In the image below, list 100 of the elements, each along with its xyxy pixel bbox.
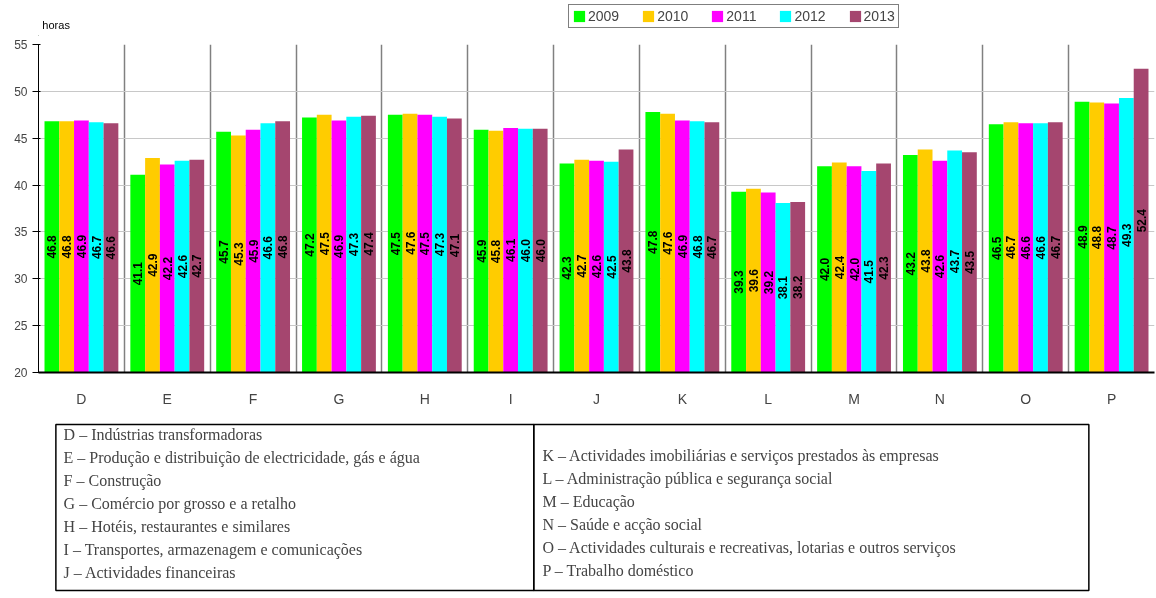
data-label: 42.9 bbox=[146, 253, 160, 277]
data-label: 47.4 bbox=[361, 232, 376, 256]
data-label: 46.9 bbox=[74, 234, 89, 259]
y-axis-title: horas bbox=[42, 18, 71, 31]
data-label: 49.3 bbox=[1119, 223, 1134, 247]
text: E – Produção e distribuição de electricidade, gás e água bbox=[63, 449, 420, 467]
text: I – Transportes, armazenagem e comunicações bbox=[63, 541, 363, 559]
text: M – Educação bbox=[542, 493, 635, 511]
data-label: 42.6 bbox=[590, 254, 604, 279]
data-label: 46.9 bbox=[332, 234, 347, 259]
data-label: 42.3 bbox=[877, 256, 892, 280]
data-label: 46.8 bbox=[690, 234, 705, 259]
data-label: 46.7 bbox=[1004, 235, 1019, 260]
data-label: 42.6 bbox=[933, 254, 948, 279]
x-tick-label: E bbox=[162, 390, 172, 407]
y-tick-label: 55 bbox=[14, 38, 28, 52]
data-label: 38.2 bbox=[791, 275, 806, 299]
data-label: 43.7 bbox=[948, 249, 963, 274]
y-tick-label: 50 bbox=[14, 84, 28, 99]
data-label: 46.6 bbox=[261, 235, 276, 260]
x-tick-label: N bbox=[934, 390, 945, 407]
x-tick-label: J bbox=[593, 390, 600, 407]
data-label: 46.6 bbox=[104, 235, 119, 260]
text: H – Hotéis, restaurantes e similares bbox=[63, 518, 291, 535]
text: G – Comércio por grosso e a retalho bbox=[63, 495, 296, 513]
data-label: 47.6 bbox=[403, 231, 418, 255]
data-label: 43.8 bbox=[619, 248, 634, 273]
data-label: 41.1 bbox=[131, 261, 146, 286]
x-tick-label: L bbox=[764, 390, 773, 407]
data-label: 45.3 bbox=[231, 241, 246, 266]
x-tick-label: M bbox=[848, 390, 860, 407]
data-label: 46.0 bbox=[533, 238, 548, 263]
x-tick-label: P bbox=[1106, 390, 1117, 407]
data-label: 46.5 bbox=[989, 236, 1004, 261]
legend-label: 2009 bbox=[588, 8, 620, 24]
data-label: 42.4 bbox=[832, 255, 847, 280]
legend-label: 2013 bbox=[863, 8, 895, 24]
data-label: 47.3 bbox=[433, 232, 448, 257]
x-tick-label: H bbox=[419, 390, 430, 407]
data-label: 47.5 bbox=[388, 231, 403, 256]
data-label: 46.8 bbox=[45, 234, 60, 259]
data-label: 43.8 bbox=[918, 248, 933, 273]
text: N – Saúde e acção social bbox=[542, 516, 703, 534]
legend-label: 2010 bbox=[657, 8, 689, 24]
data-label: 46.8 bbox=[60, 234, 75, 259]
y-tick-label: 25 bbox=[14, 319, 28, 334]
data-label: 38.1 bbox=[776, 275, 791, 300]
data-label: 42.2 bbox=[160, 256, 175, 281]
data-label: 48.7 bbox=[1105, 226, 1120, 250]
data-label: 42.7 bbox=[190, 254, 205, 278]
data-label: 46.6 bbox=[1019, 235, 1034, 260]
text: O – Actividades culturais e recreativas, lotarias e outros serviços bbox=[542, 539, 956, 557]
data-label: 45.7 bbox=[217, 240, 232, 264]
data-label: 47.3 bbox=[347, 232, 362, 257]
legend-label: 2012 bbox=[794, 8, 826, 24]
data-label: 47.2 bbox=[302, 233, 317, 257]
x-tick-label: F bbox=[248, 390, 258, 407]
data-label: 42.5 bbox=[604, 255, 619, 279]
data-label: 41.5 bbox=[862, 259, 877, 284]
data-label: 48.9 bbox=[1075, 225, 1090, 249]
data-label: 42.7 bbox=[575, 254, 590, 278]
x-tick-label: O bbox=[1020, 390, 1032, 407]
text: L – Administração pública e segurança social bbox=[542, 470, 833, 488]
text: K – Actividades imobiliárias e serviços prestados às empresas bbox=[542, 447, 939, 465]
text: D – Indústrias transformadoras bbox=[63, 426, 263, 443]
data-label: 42.3 bbox=[560, 256, 575, 280]
data-label: 39.3 bbox=[732, 270, 747, 294]
y-tick-label: 35 bbox=[14, 225, 28, 240]
y-tick-label: 30 bbox=[14, 272, 28, 287]
data-label: 42.0 bbox=[847, 257, 862, 282]
text: J – Actividades financeiras bbox=[63, 564, 236, 581]
data-label: 47.5 bbox=[317, 231, 332, 256]
data-label: 46.9 bbox=[675, 234, 690, 259]
data-label: 46.8 bbox=[276, 234, 291, 259]
x-tick-label: D bbox=[76, 390, 87, 407]
y-tick-label: 45 bbox=[14, 131, 28, 146]
data-label: 46.7 bbox=[705, 235, 720, 260]
legend-label: 2011 bbox=[726, 8, 757, 24]
data-label: 46.0 bbox=[518, 238, 533, 263]
x-tick-label: K bbox=[677, 390, 688, 407]
data-label: 47.8 bbox=[646, 230, 661, 254]
data-label: 43.5 bbox=[962, 250, 977, 275]
data-label: 45.8 bbox=[489, 239, 504, 264]
data-label: 43.2 bbox=[903, 251, 918, 276]
data-label: 42.0 bbox=[818, 257, 833, 282]
data-label: 47.1 bbox=[447, 233, 462, 258]
data-label: 47.5 bbox=[418, 231, 433, 256]
text: F – Construção bbox=[63, 472, 162, 490]
data-label: 39.2 bbox=[761, 270, 776, 295]
y-tick-label: 20 bbox=[14, 366, 28, 380]
data-label: 42.6 bbox=[175, 254, 190, 279]
data-label: 45.9 bbox=[246, 239, 261, 263]
data-label: 46.7 bbox=[1048, 235, 1063, 260]
data-label: 48.8 bbox=[1090, 225, 1105, 250]
text: P – Trabalho doméstico bbox=[542, 562, 694, 579]
data-label: 46.7 bbox=[89, 235, 104, 260]
x-tick-label: I bbox=[508, 390, 513, 407]
data-label: 47.6 bbox=[661, 231, 676, 255]
data-label: 52.4 bbox=[1134, 208, 1149, 233]
y-tick-label: 40 bbox=[14, 178, 28, 193]
